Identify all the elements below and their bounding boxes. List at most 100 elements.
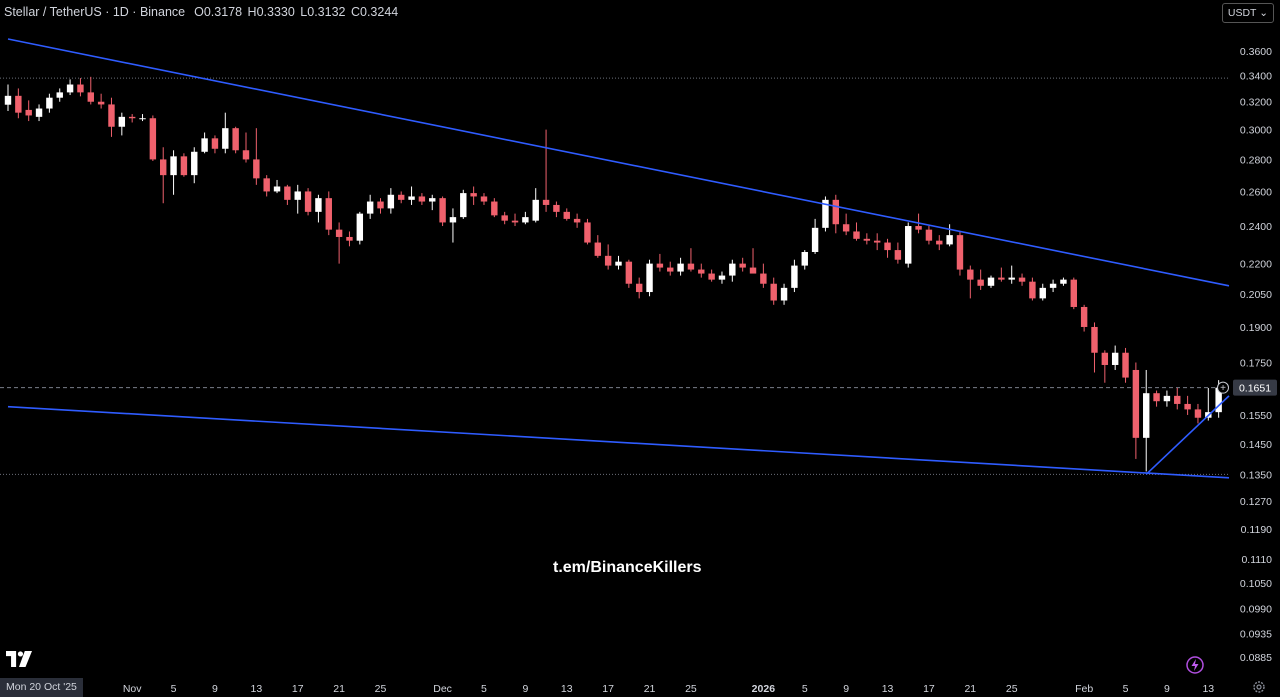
y-tick-label: 0.1190	[1241, 524, 1272, 536]
y-tick-label: 0.2800	[1240, 154, 1272, 166]
candle-body	[118, 116, 126, 127]
candle-body	[542, 199, 550, 205]
candle-body	[491, 201, 498, 216]
candle	[201, 132, 208, 154]
candle-body	[273, 186, 281, 192]
plus-circle-icon[interactable]	[1217, 381, 1229, 394]
y-tick-label: 0.1050	[1240, 578, 1272, 590]
candle-body	[149, 118, 157, 160]
candle	[491, 198, 498, 218]
candle	[449, 208, 457, 243]
candle-body	[873, 240, 881, 243]
candle-body	[1091, 326, 1098, 353]
candle-body	[956, 235, 964, 270]
candle	[625, 259, 633, 288]
candle	[811, 218, 819, 254]
candle-body	[1018, 277, 1026, 282]
lightning-icon[interactable]	[1186, 656, 1204, 674]
candle-body	[811, 227, 819, 253]
candle-body	[522, 217, 529, 223]
interval-label[interactable]: 1D	[112, 5, 129, 19]
candle-body	[87, 92, 94, 102]
candle	[729, 259, 736, 282]
candle-body	[532, 199, 539, 221]
trendline-lower-support[interactable]	[7, 405, 1230, 479]
trendline-upper-resistance[interactable]	[7, 38, 1230, 287]
candle-body	[15, 95, 22, 113]
candle-body	[429, 198, 436, 202]
candle-body	[801, 252, 808, 266]
candle	[118, 112, 126, 136]
y-tick-label: 0.1900	[1240, 322, 1272, 334]
candle-body	[832, 199, 840, 225]
x-tick-label: Dec	[433, 683, 452, 695]
candle	[97, 93, 105, 109]
candle	[708, 269, 715, 282]
y-tick-label: 0.3000	[1240, 125, 1272, 137]
candle	[1018, 273, 1026, 286]
candle	[1122, 347, 1129, 383]
candle-body	[1070, 279, 1077, 307]
x-tick-label: 17	[292, 683, 304, 695]
x-tick-label: 2026	[752, 683, 776, 695]
y-tick-label: 0.1450	[1240, 439, 1272, 451]
candle	[335, 222, 343, 264]
candle	[615, 255, 622, 270]
candle-body	[377, 201, 384, 209]
candle-body	[656, 263, 664, 268]
candle	[366, 194, 374, 219]
candle	[87, 76, 94, 105]
candle	[894, 242, 902, 264]
candle	[439, 196, 446, 227]
candle-body	[315, 198, 322, 212]
candle	[1008, 265, 1015, 284]
trendline-short-rising-support[interactable]	[1145, 395, 1230, 475]
candle	[408, 186, 415, 205]
candle	[139, 114, 146, 122]
candle	[46, 93, 53, 113]
candle-body	[884, 242, 891, 251]
candle	[211, 135, 219, 154]
candle	[1101, 350, 1109, 383]
tradingview-logo-icon[interactable]	[6, 651, 32, 667]
chevron-down-icon: ⌄	[1259, 7, 1268, 19]
symbol-name[interactable]: Stellar / TetherUS	[4, 5, 102, 19]
candle	[346, 231, 353, 247]
candle-body	[25, 109, 32, 116]
candle-body	[1080, 306, 1088, 327]
candle-body	[191, 151, 198, 176]
candle	[573, 213, 581, 228]
candle	[273, 179, 281, 194]
ohlc-close: C0.3244	[350, 5, 399, 19]
candle	[635, 277, 643, 299]
candle	[770, 277, 777, 305]
currency-selector[interactable]: USDT ⌄	[1221, 3, 1274, 23]
candle	[377, 198, 384, 214]
candle	[1091, 322, 1098, 373]
candle-body	[573, 218, 581, 223]
x-tick-label: 9	[212, 683, 218, 695]
candle-body	[170, 156, 177, 176]
x-tick-label: 5	[802, 683, 808, 695]
candle-body	[66, 84, 74, 93]
x-tick-label: 17	[923, 683, 935, 695]
settings-icon[interactable]	[1252, 680, 1266, 694]
candle	[191, 147, 198, 184]
x-tick-label: 13	[882, 683, 894, 695]
candle	[480, 193, 488, 205]
candle-body	[998, 277, 1005, 280]
candle-body	[1029, 281, 1036, 299]
candle-body	[894, 250, 902, 260]
candle	[1039, 283, 1046, 301]
candle	[397, 191, 405, 204]
chart-header: Stellar / TetherUS · 1D · Binance O0.317…	[4, 5, 399, 19]
ohlc-low: L0.3132	[300, 5, 346, 19]
candle	[1143, 369, 1150, 472]
x-tick-label: Feb	[1075, 683, 1093, 695]
candle	[77, 78, 84, 97]
candle-body	[1143, 393, 1150, 438]
x-tick-label: 9	[522, 683, 528, 695]
candle-body	[594, 242, 602, 256]
candle	[977, 269, 984, 290]
